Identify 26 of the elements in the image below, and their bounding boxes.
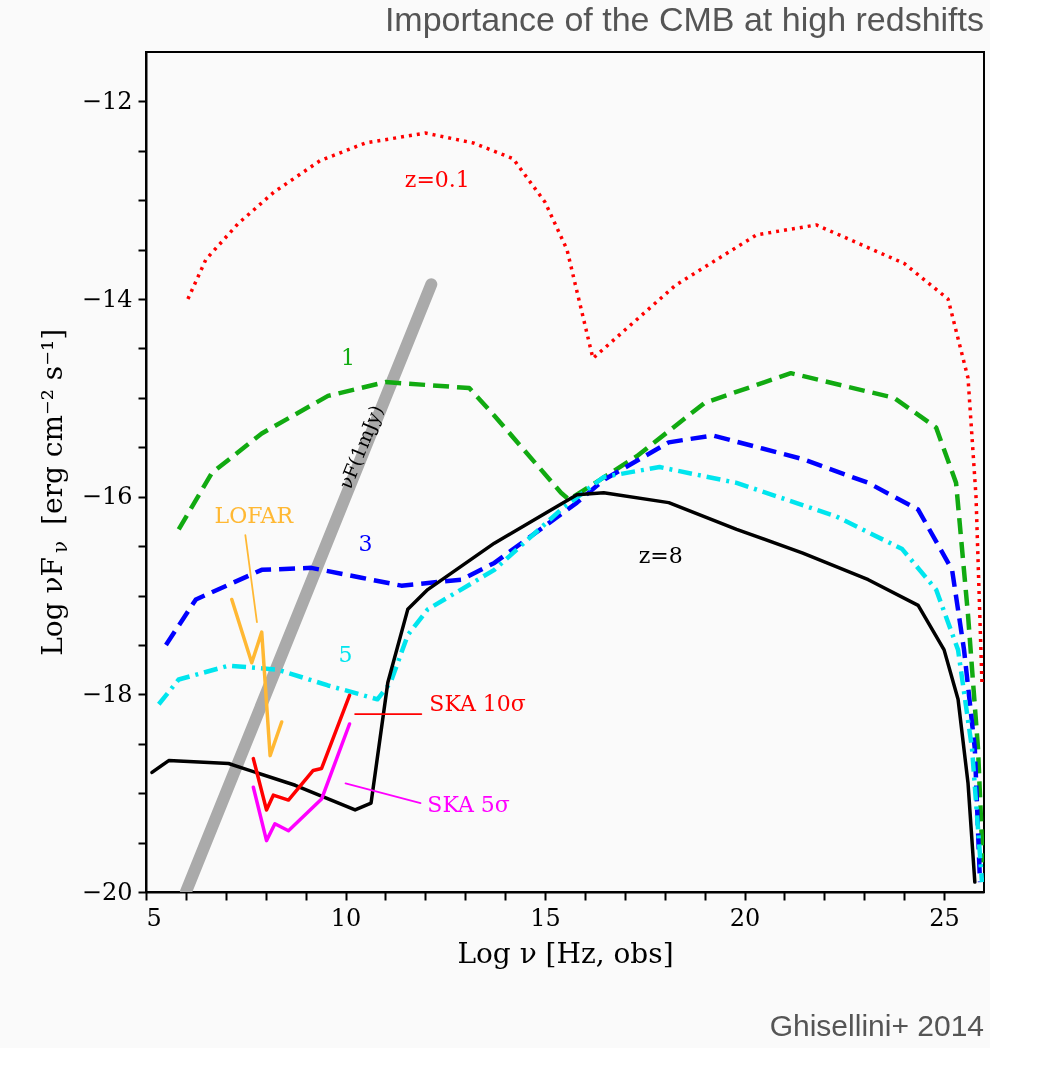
annotation: SKA 10σ bbox=[429, 691, 526, 717]
line-series bbox=[176, 370, 984, 865]
line-series bbox=[251, 693, 352, 812]
y-tick-label: −12 bbox=[81, 86, 133, 115]
annotation: LOFAR bbox=[214, 503, 295, 529]
x-axis-title: Log ν [Hz, obs] bbox=[457, 936, 674, 970]
text: Ghisellini+ 2014 bbox=[769, 1009, 984, 1042]
line-series bbox=[230, 597, 284, 758]
y-tick-label: −14 bbox=[81, 284, 133, 313]
annotation: 1 bbox=[340, 345, 355, 371]
annotation: z=8 bbox=[638, 543, 683, 568]
y-tick-label: −20 bbox=[81, 877, 133, 906]
x-tick-label: 15 bbox=[530, 903, 561, 932]
y-tick-label: −18 bbox=[81, 679, 133, 708]
annotation: 5 bbox=[338, 641, 353, 667]
x-tick-label: 20 bbox=[729, 903, 761, 932]
x-tick-label: 25 bbox=[929, 903, 960, 932]
annotation: SKA 5σ bbox=[427, 792, 510, 818]
y-tick-label: −16 bbox=[81, 482, 133, 511]
y-axis-title: Log νFν [erg cm⁻² s⁻¹] bbox=[36, 328, 72, 656]
line-series bbox=[251, 722, 352, 843]
annotation: 3 bbox=[358, 531, 373, 557]
chart-title: Importance of the CMB at high redshifts bbox=[384, 0, 984, 38]
x-tick-label: 10 bbox=[330, 903, 362, 932]
annotation: z=0.1 bbox=[404, 167, 470, 193]
x-tick-label: 5 bbox=[146, 903, 162, 932]
